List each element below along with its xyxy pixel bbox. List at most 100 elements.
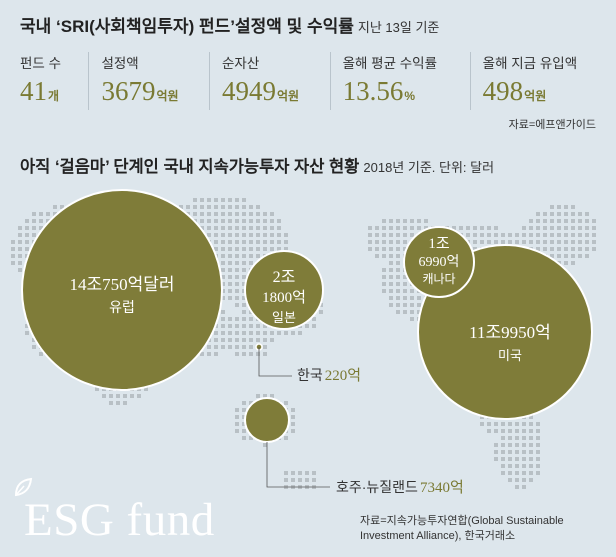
map-dot [284,478,288,482]
map-dot [39,226,43,230]
map-dot [270,247,274,251]
map-dot [249,352,253,356]
stat-unit: % [404,89,415,103]
map-dot [235,226,239,230]
map-dot [382,254,386,258]
map-dot [249,254,253,258]
map-dot [417,303,421,307]
map-dot [277,226,281,230]
map-dot [256,205,260,209]
map-dot [235,352,239,356]
map-dot [249,247,253,251]
map-dot [18,226,22,230]
map-dot [564,219,568,223]
map-dot [200,226,204,230]
map-dot [529,478,533,482]
stat-value: 13.56 [342,76,404,106]
map-dot [522,450,526,454]
map-dot [263,247,267,251]
map-dot [515,443,519,447]
map-dot [200,212,204,216]
map-dot [375,226,379,230]
map-dot [522,471,526,475]
map-dot [207,226,211,230]
map-dot [207,352,211,356]
map-dot [200,352,204,356]
map-dot [221,212,225,216]
map-dot [368,247,372,251]
map-dot [39,219,43,223]
map-dot [305,478,309,482]
map-dot [242,436,246,440]
map-dot [396,233,400,237]
map-dot [522,436,526,440]
map-dot [410,317,414,321]
map-dot [221,289,225,293]
map-dot [284,240,288,244]
header-subtitle: 지난 13일 기준 [357,20,440,35]
map-dot [501,233,505,237]
map-dot [32,226,36,230]
map-dot [18,233,22,237]
map-dot [221,282,225,286]
map-dot [487,240,491,244]
map-dot [256,338,260,342]
map-dot [396,303,400,307]
canada-value-label-1: 1조 [428,236,450,252]
map-dot [522,233,526,237]
stat-value: 41 [20,76,47,106]
map-dot [137,394,141,398]
map-dot [214,247,218,251]
map-dot [403,282,407,286]
map-dot [543,212,547,216]
map-dot [487,429,491,433]
stat-avg-return: 올해 평균 수익률 13.56% [329,52,470,110]
map-dot [284,436,288,440]
map-dot [571,205,575,209]
map-dot [263,324,267,328]
map-dot [480,240,484,244]
map-dot [123,394,127,398]
map-dot [494,226,498,230]
map-dot [536,436,540,440]
anz-label: 호주·뉴질랜드 7340억 [336,479,464,496]
map-dot [529,233,533,237]
map-dot [305,324,309,328]
map-dot [214,226,218,230]
map-dot [382,247,386,251]
map-dot [396,268,400,272]
map-dot [53,205,57,209]
map-dot [242,212,246,216]
map-dot [207,198,211,202]
map-dot [130,394,134,398]
map-dot [263,233,267,237]
map-dot [242,401,246,405]
map-dot [529,415,533,419]
header-title-text: 국내 ‘SRI(사회책임투자) 펀드’설정액 및 수익률 [20,17,354,36]
map-dot [543,233,547,237]
map-dot [263,331,267,335]
map-dot [536,226,540,230]
map-dot [417,310,421,314]
map-dot [221,198,225,202]
map-dot [235,205,239,209]
map-dot [25,233,29,237]
map-dot [32,345,36,349]
map-dot [550,205,554,209]
map-dot [515,478,519,482]
map-dot [193,212,197,216]
bubble-europe [21,189,223,391]
map-dot [242,275,246,279]
map-dot [389,275,393,279]
map-dot [487,226,491,230]
map-dot [543,219,547,223]
map-dot [221,219,225,223]
map-dot [270,394,274,398]
map-dot [417,296,421,300]
esg-fund-logo: ESG fund [24,494,215,546]
map-dot [536,422,540,426]
map-dot [263,219,267,223]
map-dot [277,331,281,335]
map-dot [235,296,239,300]
map-dot [550,254,554,258]
